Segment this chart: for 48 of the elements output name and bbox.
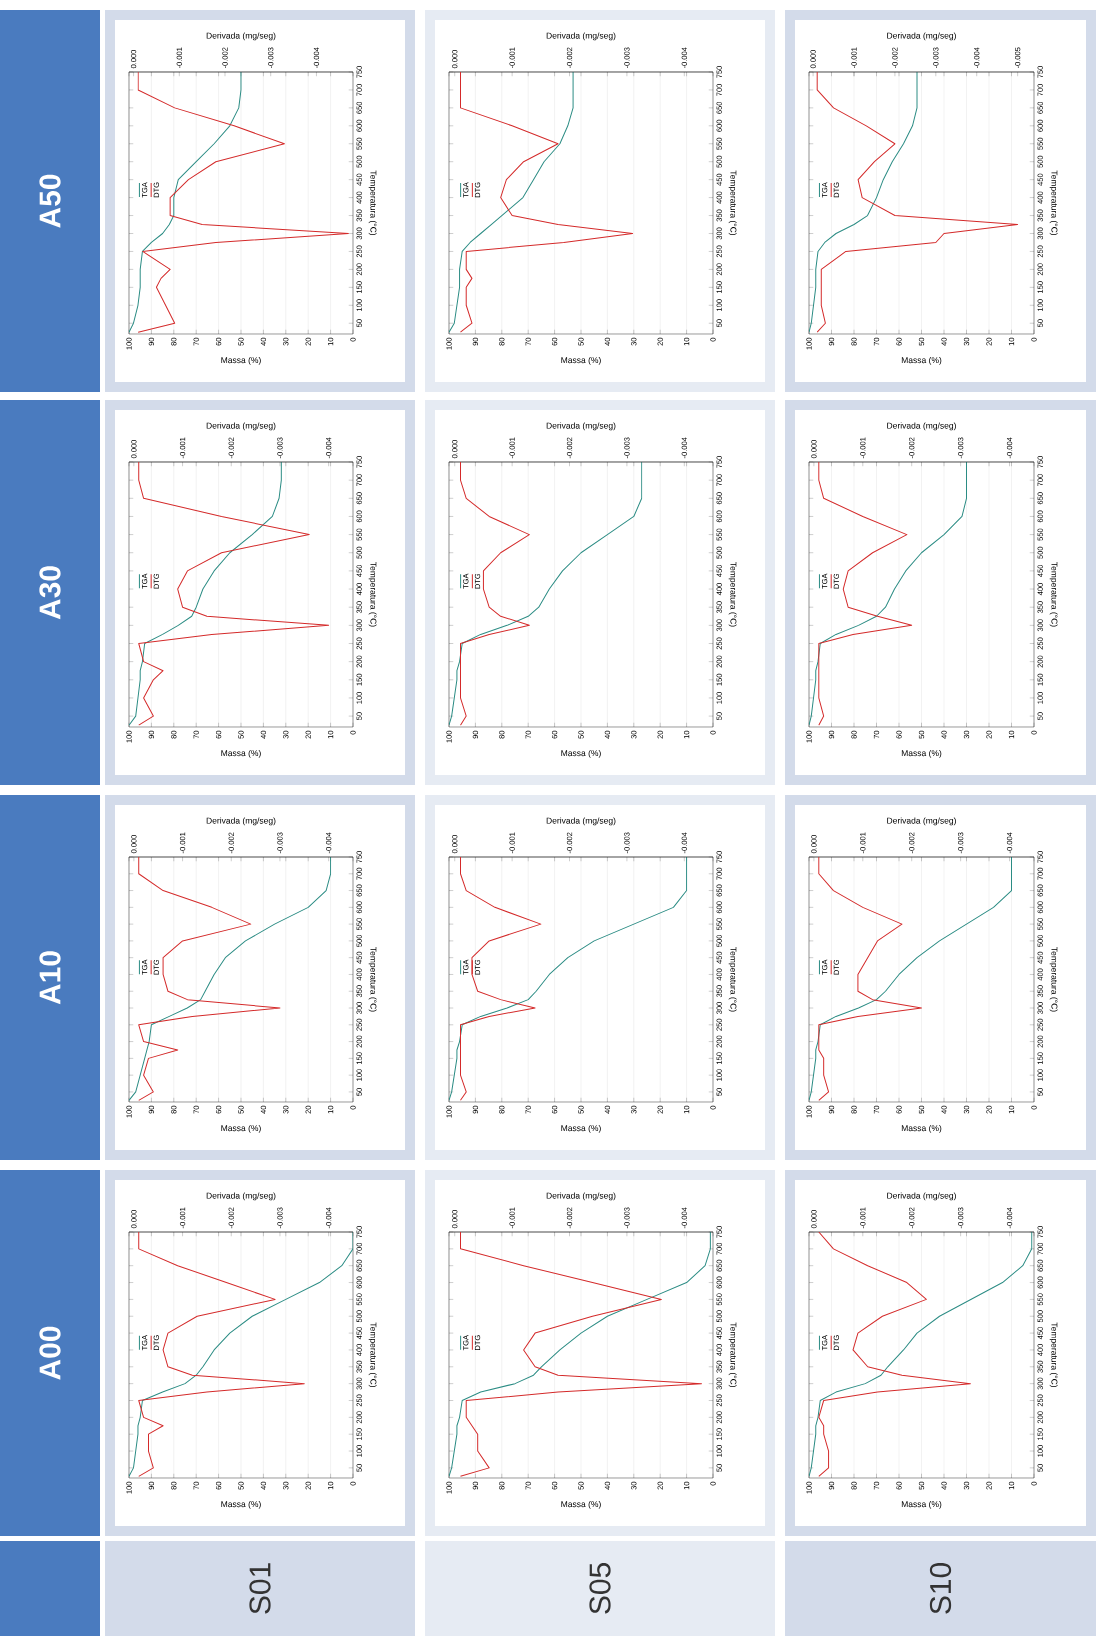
text: A30 <box>39 566 61 620</box>
y-axis-title: Temperatura (°C) <box>368 170 377 236</box>
x2-axis-title: Derivada (mg/seg) <box>546 422 616 431</box>
x2-axis-title: Derivada (mg/seg) <box>206 1192 276 1201</box>
x2-axis-title: Derivada (mg/seg) <box>206 32 276 41</box>
y-axis-title: Temperatura (°C) <box>368 562 377 627</box>
y-axis-title: Temperatura (°C) <box>1049 562 1058 627</box>
text: S01 <box>249 1563 271 1614</box>
x-axis-title: Massa (%) <box>221 749 261 758</box>
x2-axis-title: Derivada (mg/seg) <box>887 817 956 826</box>
x-axis-title: Massa (%) <box>221 356 261 365</box>
x-axis-title: Massa (%) <box>901 1124 942 1133</box>
line-series <box>449 461 643 726</box>
x-axis-title: Massa (%) <box>561 1500 601 1509</box>
y-axis-title: Temperatura (°C) <box>368 1322 377 1388</box>
text: S05 <box>589 1563 611 1614</box>
y-axis-title: Temperatura (°C) <box>728 1322 737 1388</box>
y-axis-title: Temperatura (°C) <box>1049 947 1058 1012</box>
text: A50 <box>39 174 61 228</box>
x2-axis-title: Derivada (mg/seg) <box>887 1192 956 1201</box>
y-axis-title: Temperatura (°C) <box>1049 170 1058 236</box>
text: S10 <box>929 1562 952 1614</box>
y-axis-title: Temperatura (°C) <box>1049 1322 1058 1388</box>
y-axis-title: Temperatura (°C) <box>728 170 737 236</box>
line-series <box>809 461 968 726</box>
y-axis-title: Temperatura (°C) <box>368 947 377 1012</box>
x-axis-title: Massa (%) <box>901 1500 942 1509</box>
x2-axis-title: Derivada (mg/seg) <box>206 422 276 431</box>
x-axis-title: Massa (%) <box>561 1124 601 1133</box>
x-axis-title: Massa (%) <box>561 356 601 365</box>
x2-axis-title: Derivada (mg/seg) <box>887 422 956 431</box>
line-series <box>129 1232 353 1477</box>
x2-axis-title: Derivada (mg/seg) <box>546 817 616 826</box>
line-series <box>129 71 242 333</box>
y-axis-title: Temperatura (°C) <box>728 947 737 1012</box>
text: A00 <box>39 1326 61 1380</box>
text: A10 <box>39 951 61 1005</box>
x2-axis-title: Derivada (mg/seg) <box>546 32 616 41</box>
x2-axis-title: Derivada (mg/seg) <box>546 1192 616 1201</box>
x-axis-title: Massa (%) <box>901 749 942 758</box>
x2-axis-title: Derivada (mg/seg) <box>887 32 956 41</box>
line-series <box>129 461 282 726</box>
y-axis-title: Temperatura (°C) <box>728 562 737 627</box>
x-axis-title: Massa (%) <box>221 1124 261 1133</box>
x2-axis-title: Derivada (mg/seg) <box>206 817 276 826</box>
x-axis-title: Massa (%) <box>221 1500 261 1509</box>
x-axis-title: Massa (%) <box>561 749 601 758</box>
x-axis-title: Massa (%) <box>901 356 942 365</box>
